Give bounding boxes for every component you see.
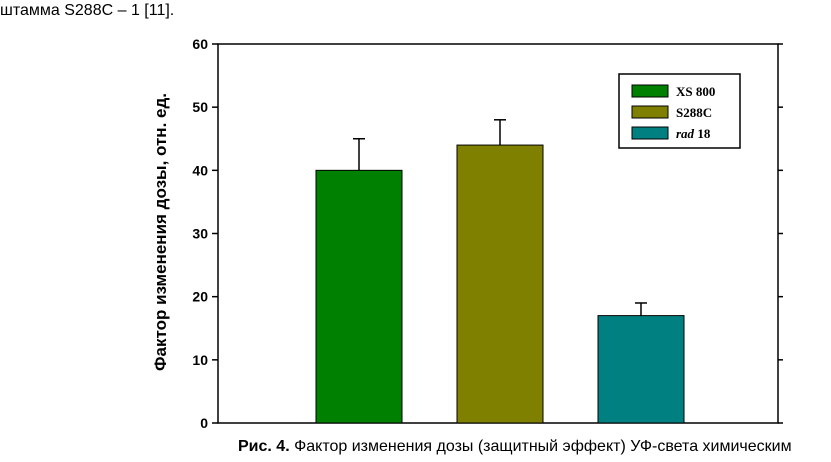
legend-label-name: rad [676, 126, 695, 141]
chart-legend: XS 800 S288C rad 18 [618, 73, 741, 149]
figure-caption: Рис. 4. Фактор изменения дозы (защитный … [238, 438, 792, 456]
chart-axes: 0 10 20 30 40 50 60 [192, 36, 783, 431]
y-tick-label: 40 [192, 162, 208, 178]
y-axis-label: Фактор изменения дозы, отн. ед. [151, 93, 170, 371]
y-tick-label: 30 [192, 226, 208, 242]
caption-label: Рис. 4. [238, 438, 290, 455]
legend-swatch-3 [631, 126, 669, 140]
y-tick-label: 50 [192, 99, 208, 115]
y-tick-label: 0 [200, 415, 208, 431]
y-tick-label: 60 [192, 36, 208, 52]
bar-chart: 0 10 20 30 40 50 60 XS 800 S288C rad 18 Фактор и… [151, 36, 783, 431]
legend-swatch-2 [631, 105, 669, 119]
legend-label-1: XS 800 [676, 84, 715, 99]
legend-label-3: rad 18 [676, 126, 711, 141]
top-text: штамма S288C – 1 [11]. [0, 2, 175, 19]
legend-label-2: S288C [676, 105, 712, 120]
y-tick-label: 20 [192, 289, 208, 305]
legend-label-number: 18 [694, 126, 711, 141]
legend-swatch-1 [631, 84, 669, 98]
y-tick-label: 10 [192, 352, 208, 368]
bar-1 [315, 169, 403, 424]
bar-3 [597, 315, 685, 424]
chart-bars [315, 119, 685, 424]
bar-2 [456, 144, 544, 424]
caption-text: Фактор изменения дозы (защитный эффект) … [289, 438, 792, 455]
